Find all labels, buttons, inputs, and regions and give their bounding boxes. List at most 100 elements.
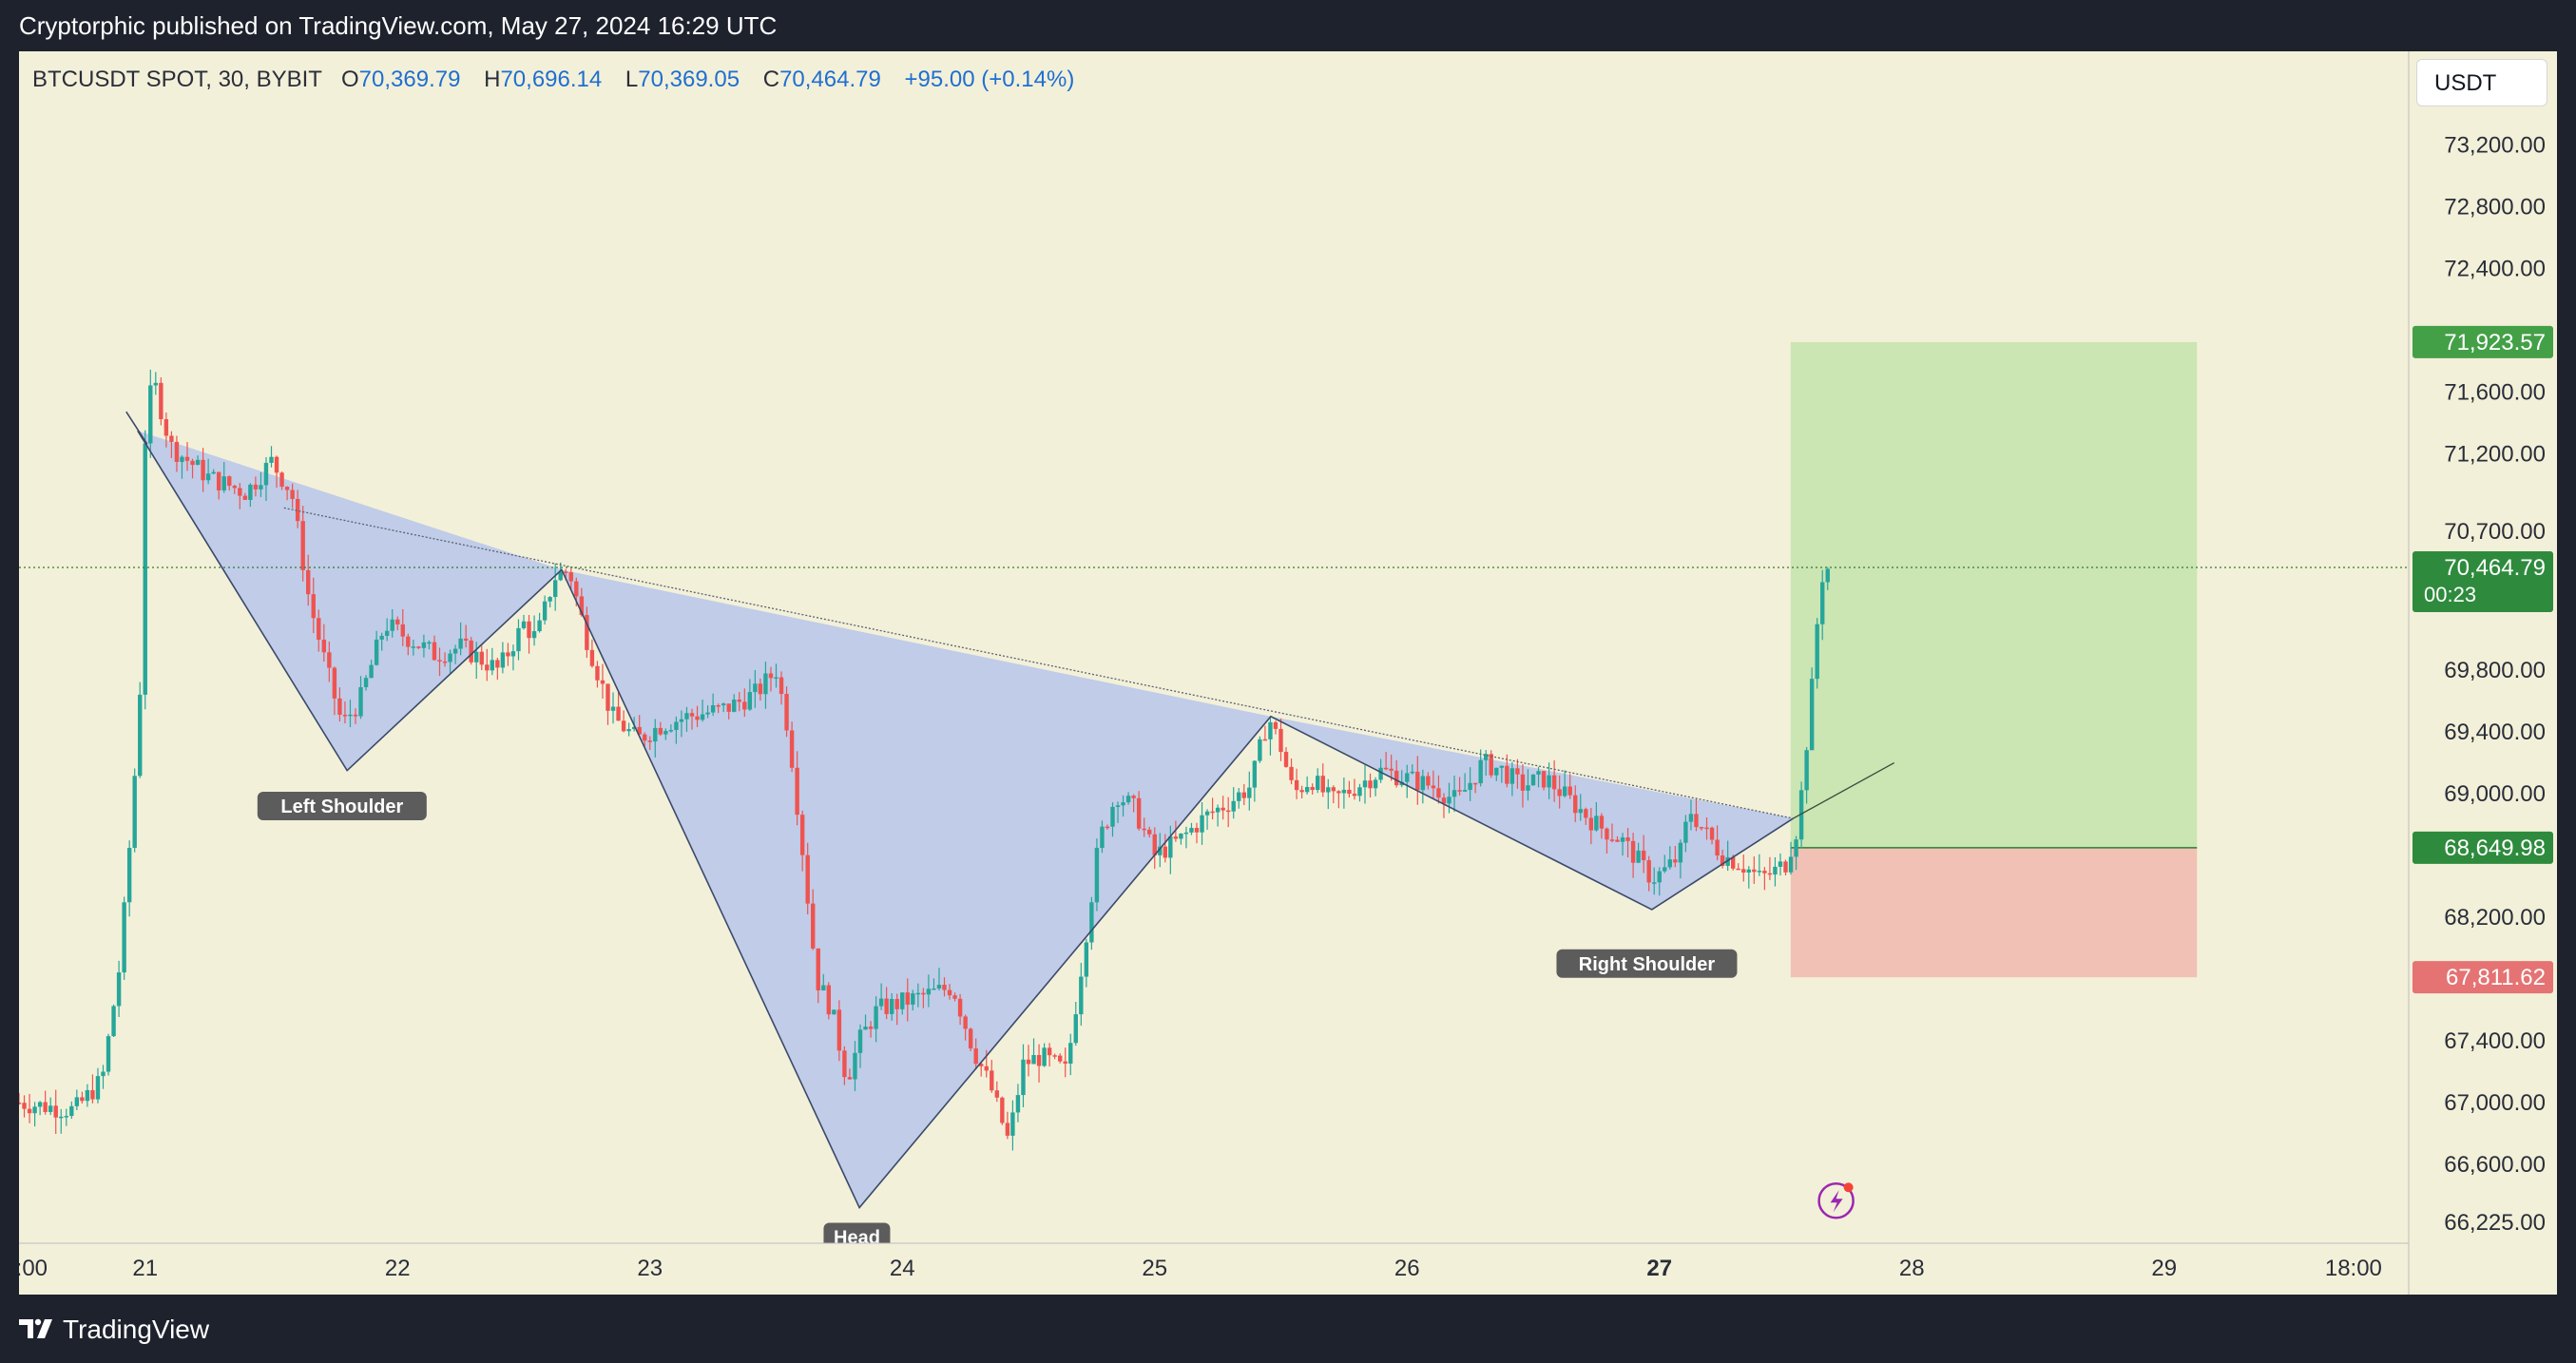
candle[interactable] bbox=[1815, 618, 1819, 689]
candle[interactable] bbox=[947, 984, 952, 1000]
candle[interactable] bbox=[22, 1095, 27, 1118]
candle[interactable] bbox=[552, 563, 558, 611]
pattern-label[interactable]: Right Shoulder bbox=[1556, 949, 1738, 978]
candle[interactable] bbox=[726, 703, 731, 720]
candle[interactable] bbox=[1451, 776, 1457, 813]
candle[interactable] bbox=[847, 1068, 853, 1080]
candle[interactable] bbox=[437, 647, 442, 677]
candle[interactable] bbox=[406, 633, 411, 656]
candle[interactable] bbox=[1231, 787, 1236, 819]
candle[interactable] bbox=[148, 369, 153, 458]
candle[interactable] bbox=[395, 616, 400, 631]
candle[interactable] bbox=[116, 960, 122, 1018]
candle[interactable] bbox=[1215, 804, 1221, 827]
candle[interactable] bbox=[1373, 777, 1378, 797]
candle[interactable] bbox=[126, 840, 132, 917]
candle[interactable] bbox=[106, 1033, 111, 1076]
candle[interactable] bbox=[1021, 1044, 1026, 1107]
candle[interactable] bbox=[279, 471, 284, 490]
candle[interactable] bbox=[1509, 761, 1515, 797]
candle[interactable] bbox=[710, 693, 716, 717]
candle[interactable] bbox=[506, 643, 510, 666]
candle[interactable] bbox=[306, 554, 311, 606]
candle[interactable] bbox=[153, 372, 159, 395]
candle[interactable] bbox=[1630, 833, 1636, 878]
candle[interactable] bbox=[132, 768, 137, 853]
candle[interactable] bbox=[915, 983, 921, 1008]
candle[interactable] bbox=[695, 705, 700, 728]
pattern-label[interactable]: Left Shoulder bbox=[257, 792, 427, 821]
candle[interactable] bbox=[679, 710, 684, 738]
candle[interactable] bbox=[1462, 773, 1468, 793]
candle[interactable] bbox=[1052, 1053, 1057, 1060]
candle[interactable] bbox=[1704, 817, 1709, 840]
candle[interactable] bbox=[1547, 762, 1551, 799]
candle[interactable] bbox=[1773, 856, 1778, 887]
candle[interactable] bbox=[768, 666, 774, 692]
candle[interactable] bbox=[1657, 867, 1662, 896]
candle[interactable] bbox=[716, 703, 721, 714]
candle[interactable] bbox=[1368, 773, 1373, 797]
candle[interactable] bbox=[1031, 1038, 1036, 1065]
candle[interactable] bbox=[779, 671, 784, 705]
candle[interactable] bbox=[1326, 778, 1331, 810]
candle[interactable] bbox=[1699, 826, 1704, 831]
candle[interactable] bbox=[205, 458, 211, 485]
candle[interactable] bbox=[1131, 794, 1136, 813]
symbol-name[interactable]: BTCUSDT SPOT, 30, BYBIT bbox=[32, 67, 322, 92]
candle[interactable] bbox=[516, 619, 521, 661]
candle[interactable] bbox=[568, 567, 573, 590]
candle[interactable] bbox=[763, 662, 768, 709]
candle[interactable] bbox=[742, 688, 747, 718]
candle[interactable] bbox=[101, 1065, 106, 1089]
candle[interactable] bbox=[527, 615, 531, 654]
candle[interactable] bbox=[610, 692, 616, 724]
candle[interactable] bbox=[174, 435, 180, 472]
candle[interactable] bbox=[1673, 846, 1678, 868]
candle[interactable] bbox=[1005, 1111, 1010, 1140]
candle[interactable] bbox=[1715, 825, 1720, 861]
candle[interactable] bbox=[658, 721, 663, 737]
candle[interactable] bbox=[1105, 824, 1110, 830]
candle[interactable] bbox=[1489, 750, 1493, 778]
candle[interactable] bbox=[1536, 766, 1541, 788]
candle[interactable] bbox=[606, 683, 610, 725]
candle[interactable] bbox=[1110, 802, 1115, 837]
candle[interactable] bbox=[1472, 782, 1478, 794]
candle[interactable] bbox=[1663, 854, 1667, 873]
candle[interactable] bbox=[1320, 763, 1325, 797]
candle[interactable] bbox=[1283, 747, 1289, 768]
candle[interactable] bbox=[911, 989, 915, 1011]
candle[interactable] bbox=[448, 649, 452, 675]
candle[interactable] bbox=[463, 624, 469, 648]
candle[interactable] bbox=[1694, 798, 1699, 832]
candle[interactable] bbox=[274, 455, 279, 489]
candle[interactable] bbox=[37, 1101, 43, 1116]
candle[interactable] bbox=[442, 652, 448, 667]
stop-price-tag[interactable]: 67,811.62 bbox=[2413, 961, 2553, 994]
candle[interactable] bbox=[821, 973, 826, 991]
candle[interactable] bbox=[1709, 826, 1715, 845]
candle[interactable] bbox=[1599, 813, 1605, 839]
candle[interactable] bbox=[1121, 795, 1125, 817]
candle[interactable] bbox=[805, 842, 810, 914]
candle[interactable] bbox=[1225, 797, 1231, 828]
candle[interactable] bbox=[311, 577, 316, 634]
candle[interactable] bbox=[774, 663, 779, 688]
candle[interactable] bbox=[59, 1108, 64, 1134]
candle[interactable] bbox=[1436, 775, 1441, 804]
candle[interactable] bbox=[1625, 828, 1630, 858]
candle[interactable] bbox=[1484, 750, 1489, 777]
candle[interactable] bbox=[122, 896, 126, 980]
candle[interactable] bbox=[889, 992, 894, 1021]
candle[interactable] bbox=[337, 687, 342, 721]
candle[interactable] bbox=[485, 648, 490, 682]
candle[interactable] bbox=[263, 456, 269, 502]
candle[interactable] bbox=[1405, 764, 1410, 798]
candle[interactable] bbox=[973, 1038, 978, 1070]
candle[interactable] bbox=[1289, 758, 1294, 785]
candle[interactable] bbox=[269, 446, 274, 468]
candle[interactable] bbox=[926, 974, 932, 1008]
candle[interactable] bbox=[1431, 770, 1436, 799]
candle[interactable] bbox=[242, 492, 248, 500]
